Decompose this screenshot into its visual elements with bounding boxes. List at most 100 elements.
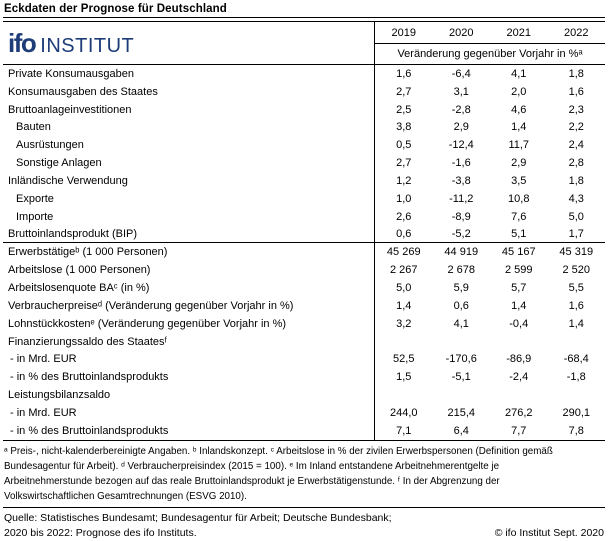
value-cell: 1,7 — [568, 228, 584, 241]
value-cell: 3,5 — [511, 174, 527, 187]
row-label: Finanzierungssaldo des Staatesᶠ — [8, 335, 168, 348]
row-values: 3,2 4,1 -0,4 1,4 — [374, 314, 605, 333]
row-label: Erwerbstätigeᵇ (1 000 Personen) — [8, 246, 168, 259]
ifo-logo-institut-text: INSTITUT — [40, 34, 135, 57]
row-label: - in % des Bruttoinlandsprodukts — [10, 371, 169, 384]
value-cell: -1,6 — [451, 157, 471, 170]
value-cell: 215,4 — [447, 406, 476, 419]
row-label: Inländische Verwendung — [8, 174, 128, 187]
value-cell: 7,8 — [568, 424, 584, 437]
value-cell: 5,0 — [396, 282, 412, 295]
value-cell: 1,0 — [396, 192, 412, 205]
table-row: - in % des Bruttoinlandsprodukts 1,5 -5,1 -… — [3, 368, 605, 387]
row-label: Private Konsumausgaben — [8, 67, 134, 80]
value-cell: 2 267 — [389, 264, 418, 277]
table-row: Bruttoinlandsprodukt (BIP) 0,6 -5,2 5,1 1,7 — [3, 225, 605, 244]
row-values: 3,8 2,9 1,4 2,2 — [374, 118, 605, 137]
page-title: Eckdaten der Prognose für Deutschland — [3, 2, 605, 18]
value-cell: 1,6 — [568, 299, 584, 312]
value-cell: 3,1 — [453, 85, 469, 98]
table-row: Bauten 3,8 2,9 1,4 2,2 — [3, 118, 605, 137]
value-cell: 2,9 — [453, 121, 469, 134]
value-cell: 6,4 — [453, 424, 469, 437]
table-row: Leistungsbilanzsaldo — [3, 386, 605, 405]
value-cell: -5,2 — [451, 228, 471, 241]
value-cell: 3,2 — [396, 317, 412, 330]
table-row: Private Konsumausgaben 1,6 -6,4 4,1 1,8 — [3, 65, 605, 83]
value-cell: -8,9 — [451, 210, 471, 223]
value-cell: 4,1 — [511, 67, 527, 80]
row-label: Bruttoinlandsprodukt (BIP) — [8, 228, 138, 241]
value-cell: -1,8 — [566, 371, 586, 384]
value-cell: 276,2 — [504, 406, 533, 419]
table-row: Arbeitslosenquote BAᶜ (in %) 5,0 5,9 5,7 5,5 — [3, 279, 605, 297]
header-columns: 2019 2020 2021 2022 Veränderung gegenübe… — [374, 22, 605, 64]
table-row: Bruttoanlageinvestitionen 2,5 -2,8 4,6 2,3 — [3, 100, 605, 119]
forecast-table: ifo INSTITUT 2019 2020 2021 2022 Verände… — [3, 21, 605, 441]
logo-cell: ifo INSTITUT — [3, 22, 374, 64]
source-block: Quelle: Statistisches Bundesamt; Bundesa… — [3, 506, 605, 541]
row-label: Sonstige Anlagen — [16, 157, 102, 170]
value-cell: 1,4 — [396, 299, 412, 312]
row-values — [374, 386, 605, 405]
row-values: 1,5 -5,1 -2,4 -1,8 — [374, 368, 605, 387]
value-cell: 4,6 — [511, 103, 527, 116]
source-line-2: 2020 bis 2022: Prognose des ifo Institut… — [4, 526, 197, 539]
value-cell: 1,6 — [568, 85, 584, 98]
table-row: - in % des Bruttoinlandsprodukts 7,1 6,4 7,… — [3, 421, 605, 440]
logo: ifo INSTITUT — [8, 28, 134, 59]
table-header: ifo INSTITUT 2019 2020 2021 2022 Verände… — [3, 22, 605, 65]
value-cell: 1,4 — [568, 317, 584, 330]
row-label: Leistungsbilanzsaldo — [8, 389, 111, 402]
row-label: Importe — [16, 210, 54, 223]
table-body: Private Konsumausgaben 1,6 -6,4 4,1 1,8 Konsu… — [3, 65, 605, 440]
value-cell: 0,6 — [396, 228, 412, 241]
value-cell: 2,3 — [568, 103, 584, 116]
footnotes: ᵃ Preis-, nicht-kalenderbereinigte Angab… — [3, 441, 605, 506]
row-values: 1,0 -11,2 10,8 4,3 — [374, 189, 605, 208]
table-row: Sonstige Anlagen 2,7 -1,6 2,9 2,8 — [3, 154, 605, 173]
row-values: 2,6 -8,9 7,6 5,0 — [374, 207, 605, 226]
row-values: 1,4 0,6 1,4 1,6 — [374, 296, 605, 315]
value-cell: 2,0 — [511, 85, 527, 98]
copyright-note: © ifo Institut Sept. 2020 — [494, 526, 604, 539]
row-values: 2,5 -2,8 4,6 2,3 — [374, 100, 605, 119]
value-cell: 2,4 — [568, 139, 584, 152]
value-cell: 5,1 — [511, 228, 527, 241]
source-line-1: Quelle: Statistisches Bundesamt; Bundesa… — [4, 511, 392, 524]
value-cell: -86,9 — [506, 353, 532, 366]
year-header-2021: 2021 — [506, 27, 531, 39]
row-label: - in Mrd. EUR — [10, 406, 77, 419]
value-cell: -5,1 — [451, 371, 471, 384]
value-cell: 290,1 — [562, 406, 591, 419]
value-cell: 11,7 — [508, 139, 530, 152]
row-values: 45 269 44 919 45 167 45 319 — [374, 243, 605, 262]
value-cell: 4,1 — [453, 317, 469, 330]
row-values — [374, 332, 605, 351]
value-cell: 2,9 — [511, 157, 527, 170]
footnote-line: Arbeitnehmerstunde bezogen auf das reale… — [4, 475, 500, 487]
value-cell: 7,1 — [396, 424, 412, 437]
table-row: Erwerbstätigeᵇ (1 000 Personen) 45 269 44 … — [3, 243, 605, 262]
row-label: - in % des Bruttoinlandsprodukts — [10, 424, 169, 437]
row-values: 1,2 -3,8 3,5 1,8 — [374, 172, 605, 190]
footnote-line: ᵃ Preis-, nicht-kalenderbereinigte Angab… — [4, 445, 553, 457]
value-cell: 2 520 — [562, 264, 591, 277]
table-row: - in Mrd. EUR 52,5 -170,6 -86,9 -68,4 — [3, 350, 605, 369]
row-label: - in Mrd. EUR — [10, 353, 77, 366]
value-cell: -6,4 — [451, 67, 471, 80]
footnote-line: Bundesagentur für Arbeit). ᵈ Verbraucher… — [4, 460, 500, 472]
value-cell: 10,8 — [508, 192, 530, 205]
years-row: 2019 2020 2021 2022 — [375, 22, 605, 44]
row-label: Arbeitslose (1 000 Personen) — [8, 264, 151, 277]
table-row: Exporte 1,0 -11,2 10,8 4,3 — [3, 189, 605, 208]
value-cell: 1,4 — [511, 121, 527, 134]
value-cell: 4,3 — [568, 192, 584, 205]
row-values: 244,0 215,4 276,2 290,1 — [374, 404, 605, 422]
row-label: Lohnstückkostenᵉ (Veränderung gegenüber … — [8, 317, 287, 330]
value-cell: 1,4 — [511, 299, 527, 312]
year-header-2020: 2020 — [449, 27, 474, 39]
value-cell: 2 678 — [447, 264, 476, 277]
table-row: Ausrüstungen 0,5 -12,4 11,7 2,4 — [3, 136, 605, 155]
table-row: Lohnstückkostenᵉ (Veränderung gegenüber … — [3, 314, 605, 333]
